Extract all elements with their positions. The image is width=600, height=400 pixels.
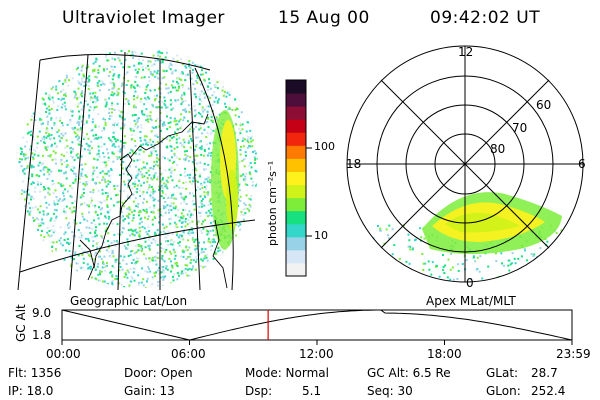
polar-plot	[346, 45, 584, 283]
xtick-0000: 00:00	[46, 347, 81, 361]
altitude-ytick-min: 1.8	[32, 328, 52, 342]
colorbar-segment	[286, 119, 306, 133]
apex-caption: Apex MLat/MLT	[426, 294, 516, 308]
mlt-label-0: 0	[466, 276, 474, 290]
instrument-title: Ultraviolet Imager	[62, 8, 225, 28]
colorbar-segment	[286, 184, 306, 199]
gc-alt-label: GC Alt: 6.5 Re	[367, 366, 451, 380]
altitude-ylabel: GC Alt	[14, 304, 28, 342]
polar-grid	[346, 45, 584, 283]
altitude-curve	[61, 309, 573, 341]
colorbar-tick-10: 10	[314, 229, 328, 242]
geographic-grid	[17, 51, 256, 290]
time-label: 09:42:02 UT	[430, 8, 541, 28]
glon-label: GLon:	[486, 384, 521, 398]
colorbar-segment	[286, 158, 306, 172]
colorbar-segment	[286, 171, 306, 186]
xtick-0600: 06:00	[171, 347, 206, 361]
xtick-2359: 23:59	[556, 347, 591, 361]
dsp-value: 5.1	[302, 384, 322, 398]
door-label: Door: Open	[124, 366, 193, 380]
colorbar-segment	[286, 236, 306, 251]
colorbar-segment	[286, 106, 306, 120]
mlt-label-12: 12	[458, 45, 474, 59]
altitude-plot	[61, 309, 573, 345]
date-label: 15 Aug 00	[278, 8, 370, 28]
colorbar-segment	[286, 223, 306, 238]
colorbar-segment	[286, 145, 306, 159]
glon-value: 252.4	[531, 384, 566, 398]
geographic-caption: Geographic Lat/Lon	[70, 294, 188, 308]
mlt-label-18: 18	[346, 157, 362, 171]
lat-ring-80: 80	[490, 142, 506, 156]
gain-label: Gain: 13	[124, 384, 175, 398]
colorbar-segment	[286, 80, 306, 94]
ip-label: IP: 18.0	[8, 384, 54, 398]
aurora-oval-polar	[372, 192, 567, 282]
colorbar-segment	[286, 197, 306, 212]
altitude-xticks	[61, 340, 573, 345]
coastline-outline	[79, 113, 228, 289]
colorbar	[285, 79, 312, 277]
aurora-oval-geographic	[211, 110, 239, 250]
flt-label: Flt: 1356	[8, 366, 62, 380]
colorbar-segment	[286, 210, 306, 225]
glat-label: GLat:	[486, 366, 519, 380]
mode-label: Mode: Normal	[245, 366, 329, 380]
lat-ring-60: 60	[536, 98, 552, 112]
mlt-label-6: 6	[578, 157, 586, 171]
colorbar-segment	[286, 249, 306, 264]
colorbar-segment	[286, 132, 306, 146]
dsp-label: Dsp:	[245, 384, 273, 398]
colorbar-unit-label: photon cm⁻²s⁻¹	[266, 160, 279, 246]
xtick-1200: 12:00	[299, 347, 334, 361]
xtick-1800: 18:00	[427, 347, 462, 361]
colorbar-segment	[286, 93, 306, 107]
altitude-ytick-max: 9.0	[32, 306, 52, 320]
colorbar-segment	[286, 262, 306, 277]
glat-value: 28.7	[531, 366, 558, 380]
geographic-image	[17, 49, 258, 290]
colorbar-tick-100: 100	[314, 140, 335, 153]
seq-label: Seq: 30	[367, 384, 413, 398]
lat-ring-70: 70	[512, 121, 528, 135]
